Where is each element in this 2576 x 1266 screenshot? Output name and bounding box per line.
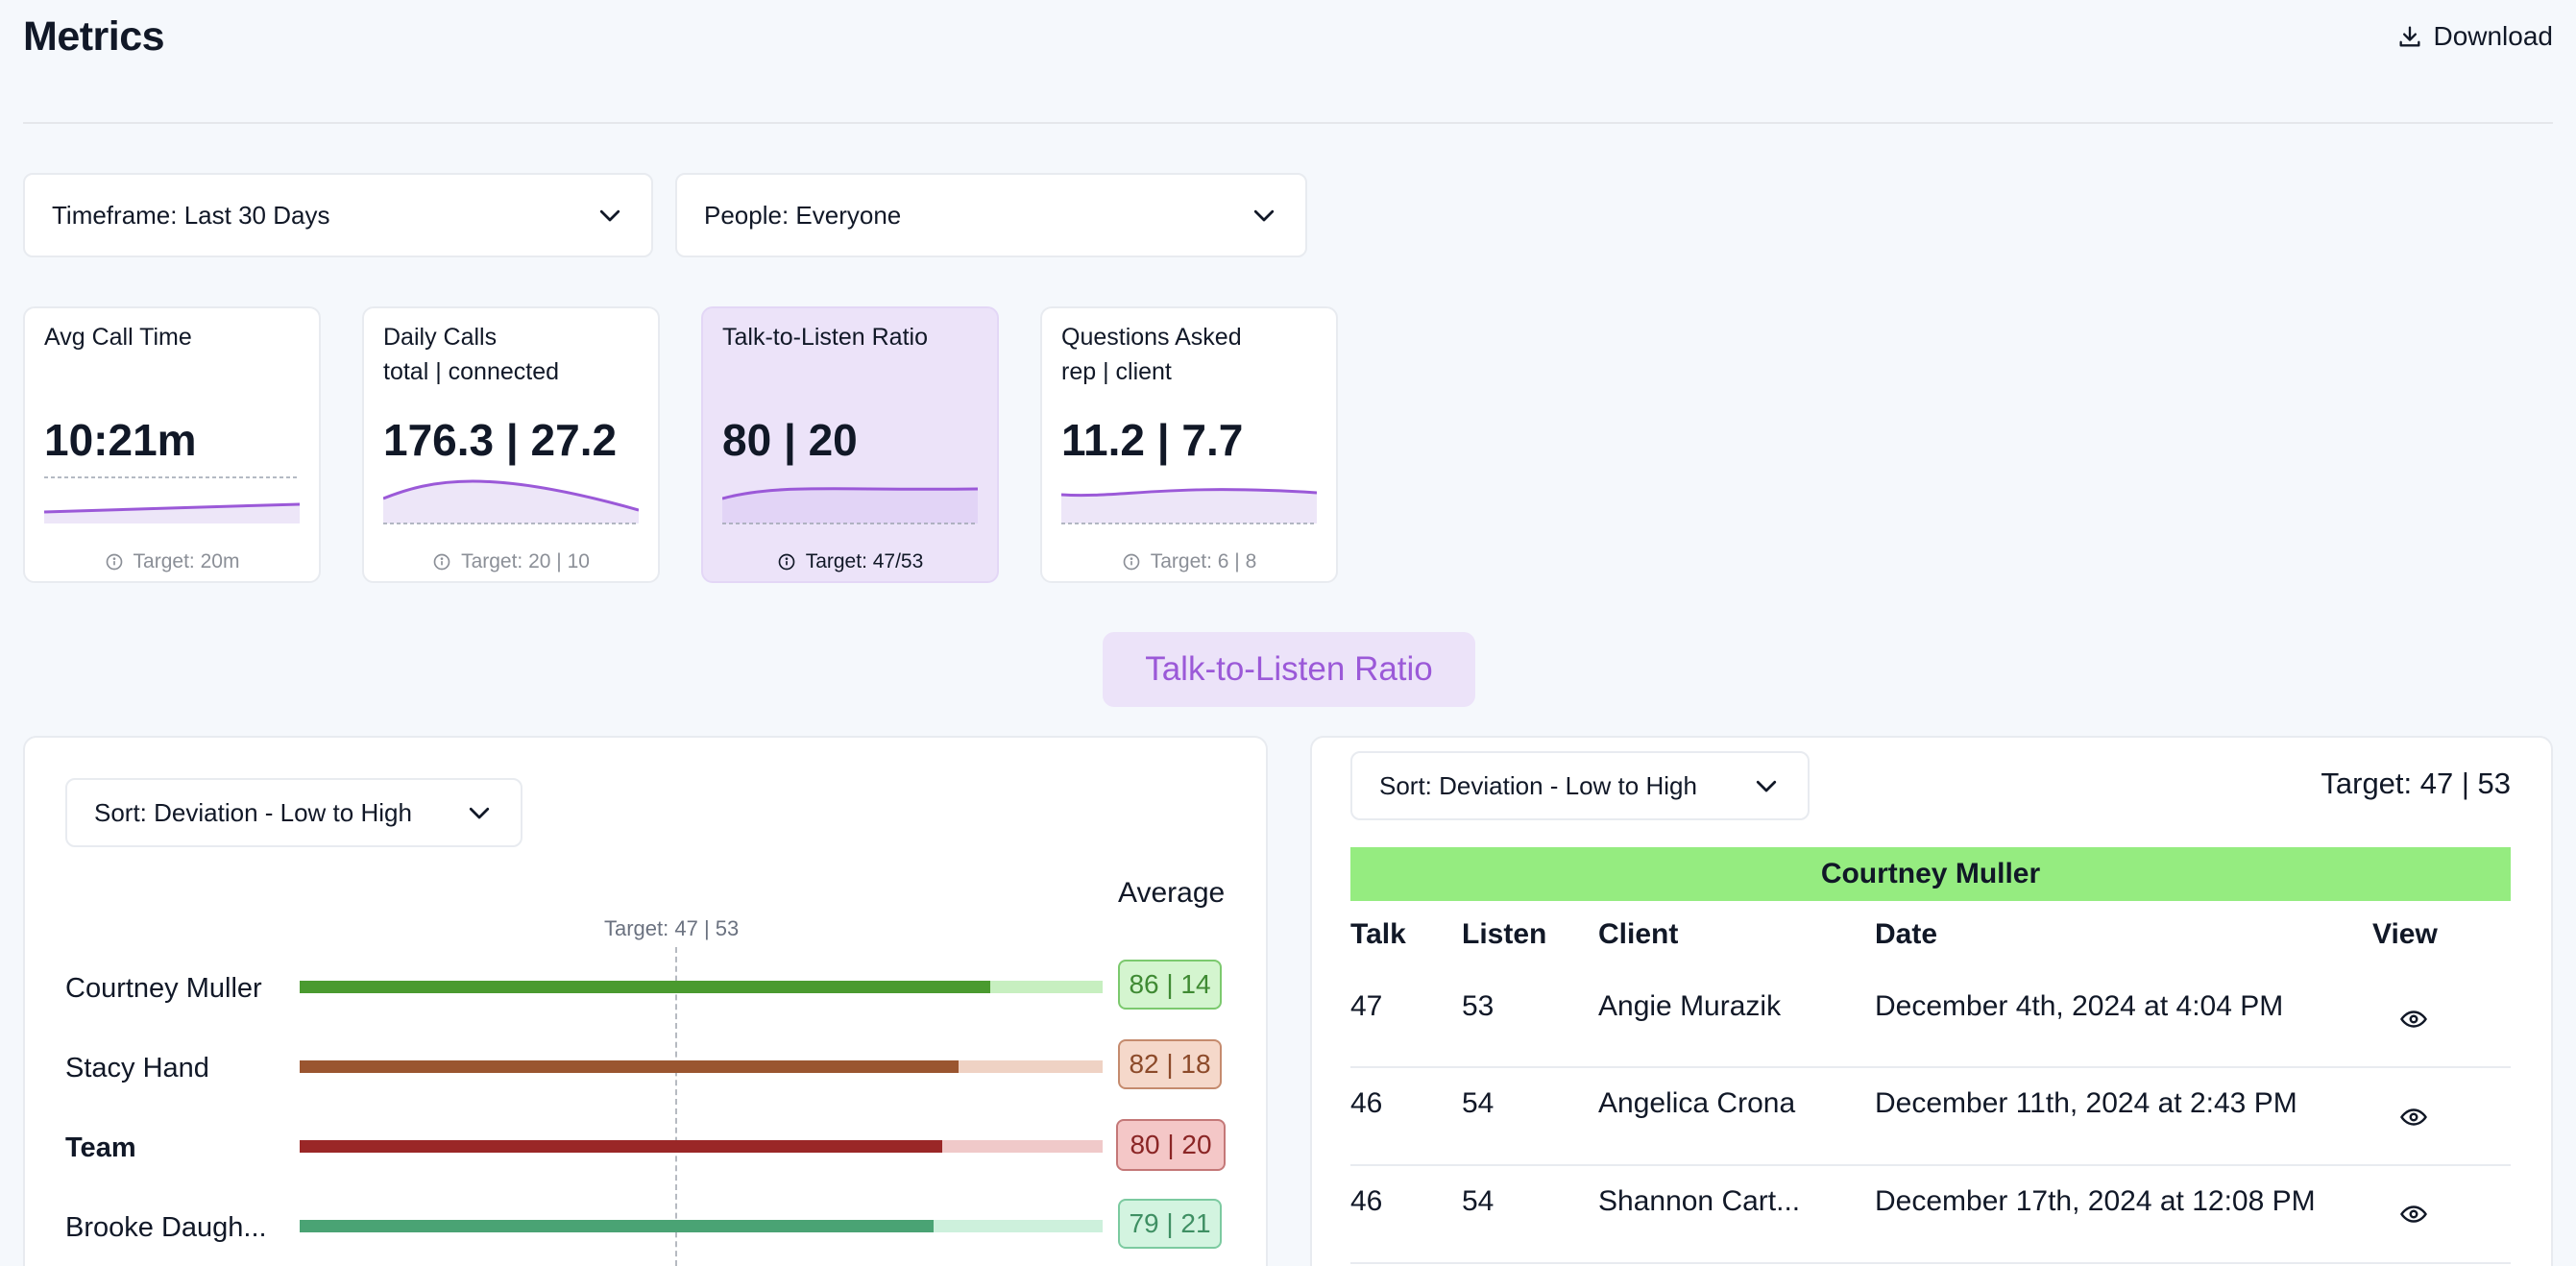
- card-title: Avg Call Time: [44, 324, 192, 351]
- listen-bar-fill: [934, 1220, 1103, 1232]
- page-title: Metrics: [23, 13, 165, 60]
- bar-row-label: Courtney Muller: [65, 973, 262, 1004]
- cell-client: Angelica Crona: [1598, 1087, 1796, 1119]
- ratio-badge: 80 | 20: [1116, 1119, 1226, 1171]
- left-sort-value: Sort: Deviation - Low to High: [94, 797, 412, 827]
- bar-row-label: Brooke Daugh...: [65, 1212, 267, 1243]
- ratio-bar: [300, 981, 1103, 993]
- row-divider: [1350, 1262, 2511, 1264]
- row-divider: [1350, 1066, 2511, 1068]
- talk-bar-fill: [300, 1220, 934, 1232]
- right-sort-dropdown[interactable]: Sort: Deviation - Low to High: [1350, 751, 1810, 820]
- eye-icon[interactable]: [2399, 1200, 2428, 1229]
- sparkline: [1061, 488, 1317, 524]
- metric-card-talk-to-listen[interactable]: Talk-to-Listen Ratio 80 | 20 Target: 47/…: [701, 306, 999, 583]
- card-value: 176.3 | 27.2: [383, 415, 618, 465]
- left-sort-dropdown[interactable]: Sort: Deviation - Low to High: [65, 778, 522, 847]
- card-target: Target: 20 | 10: [364, 550, 658, 573]
- cell-date: December 17th, 2024 at 12:08 PM: [1875, 1185, 2316, 1217]
- info-icon: [778, 553, 795, 571]
- cell-listen: 53: [1462, 990, 1495, 1022]
- download-icon: [2399, 26, 2420, 47]
- cell-talk: 46: [1350, 1087, 1383, 1119]
- listen-bar-fill: [990, 981, 1103, 993]
- ratio-bar: [300, 1060, 1103, 1073]
- card-title: Talk-to-Listen Ratio: [722, 324, 928, 351]
- cell-client: Angie Murazik: [1598, 990, 1782, 1022]
- card-value: 80 | 20: [722, 415, 858, 465]
- col-header-talk: Talk: [1350, 918, 1406, 950]
- download-label: Download: [2433, 21, 2553, 51]
- col-header-client: Client: [1598, 918, 1679, 950]
- ratio-badge: 82 | 18: [1118, 1039, 1222, 1089]
- cell-date: December 11th, 2024 at 2:43 PM: [1875, 1087, 2297, 1119]
- people-dropdown[interactable]: People: Everyone: [675, 173, 1307, 257]
- row-divider: [1350, 1164, 2511, 1166]
- right-sort-value: Sort: Deviation - Low to High: [1379, 770, 1697, 800]
- chevron-down-icon: [599, 209, 620, 222]
- people-value: People: Everyone: [704, 200, 902, 230]
- chevron-down-icon: [1253, 209, 1275, 222]
- cell-date: December 4th, 2024 at 4:04 PM: [1875, 990, 2284, 1022]
- calls-table-panel: [1310, 736, 2553, 1266]
- listen-bar-fill: [959, 1060, 1103, 1073]
- sparkline: [383, 479, 639, 524]
- talk-bar-fill: [300, 1060, 959, 1073]
- header-divider: [23, 122, 2553, 124]
- timeframe-dropdown[interactable]: Timeframe: Last 30 Days: [23, 173, 653, 257]
- person-header: Courtney Muller: [1350, 847, 2511, 901]
- cell-listen: 54: [1462, 1185, 1495, 1217]
- card-target: Target: 47/53: [703, 550, 997, 573]
- card-value: 10:21m: [44, 415, 197, 465]
- card-target: Target: 20m: [25, 550, 319, 573]
- bar-row-label: Stacy Hand: [65, 1053, 209, 1083]
- eye-icon[interactable]: [2399, 1005, 2428, 1034]
- right-target-label: Target: 47 | 53: [2321, 767, 2511, 800]
- chevron-down-icon: [469, 807, 490, 819]
- timeframe-value: Timeframe: Last 30 Days: [52, 200, 330, 230]
- download-button[interactable]: Download: [2396, 21, 2553, 52]
- average-label: Average: [1118, 877, 1226, 909]
- listen-bar-fill: [942, 1140, 1103, 1153]
- info-icon: [1123, 553, 1140, 571]
- section-title: Talk-to-Listen Ratio: [1103, 632, 1475, 707]
- col-header-date: Date: [1875, 918, 1938, 950]
- card-target: Target: 6 | 8: [1042, 550, 1336, 573]
- metric-card-avg-call-time[interactable]: Avg Call Time 10:21m Target: 20m: [23, 306, 321, 583]
- card-title: Daily Calls total | connected: [383, 324, 560, 385]
- info-icon: [106, 553, 122, 571]
- card-value: 11.2 | 7.7: [1061, 415, 1244, 465]
- col-header-listen: Listen: [1462, 918, 1547, 950]
- ratio-badge: 86 | 14: [1118, 960, 1222, 1010]
- col-header-view: View: [2372, 918, 2438, 950]
- cell-talk: 46: [1350, 1185, 1383, 1217]
- sparkline: [44, 476, 300, 523]
- bar-row-label: Team: [65, 1132, 136, 1163]
- cell-talk: 47: [1350, 990, 1383, 1022]
- cell-client: Shannon Cart...: [1598, 1185, 1801, 1217]
- card-title: Questions Asked rep | client: [1061, 324, 1242, 385]
- cell-listen: 54: [1462, 1087, 1495, 1119]
- sparkline: [722, 487, 978, 524]
- talk-bar-fill: [300, 1140, 942, 1153]
- metric-card-questions-asked[interactable]: Questions Asked rep | client 11.2 | 7.7 T…: [1040, 306, 1338, 583]
- metric-card-daily-calls[interactable]: Daily Calls total | connected 176.3 | 27.…: [362, 306, 660, 583]
- ratio-badge: 79 | 21: [1118, 1199, 1222, 1249]
- talk-bar-fill: [300, 981, 990, 993]
- eye-icon[interactable]: [2399, 1103, 2428, 1132]
- ratio-bar: [300, 1140, 1103, 1153]
- ratio-bar: [300, 1220, 1103, 1232]
- target-marker-label: Target: 47 | 53: [604, 916, 740, 940]
- info-icon: [433, 553, 450, 571]
- chevron-down-icon: [1756, 780, 1777, 792]
- target-marker-line: [675, 947, 677, 1266]
